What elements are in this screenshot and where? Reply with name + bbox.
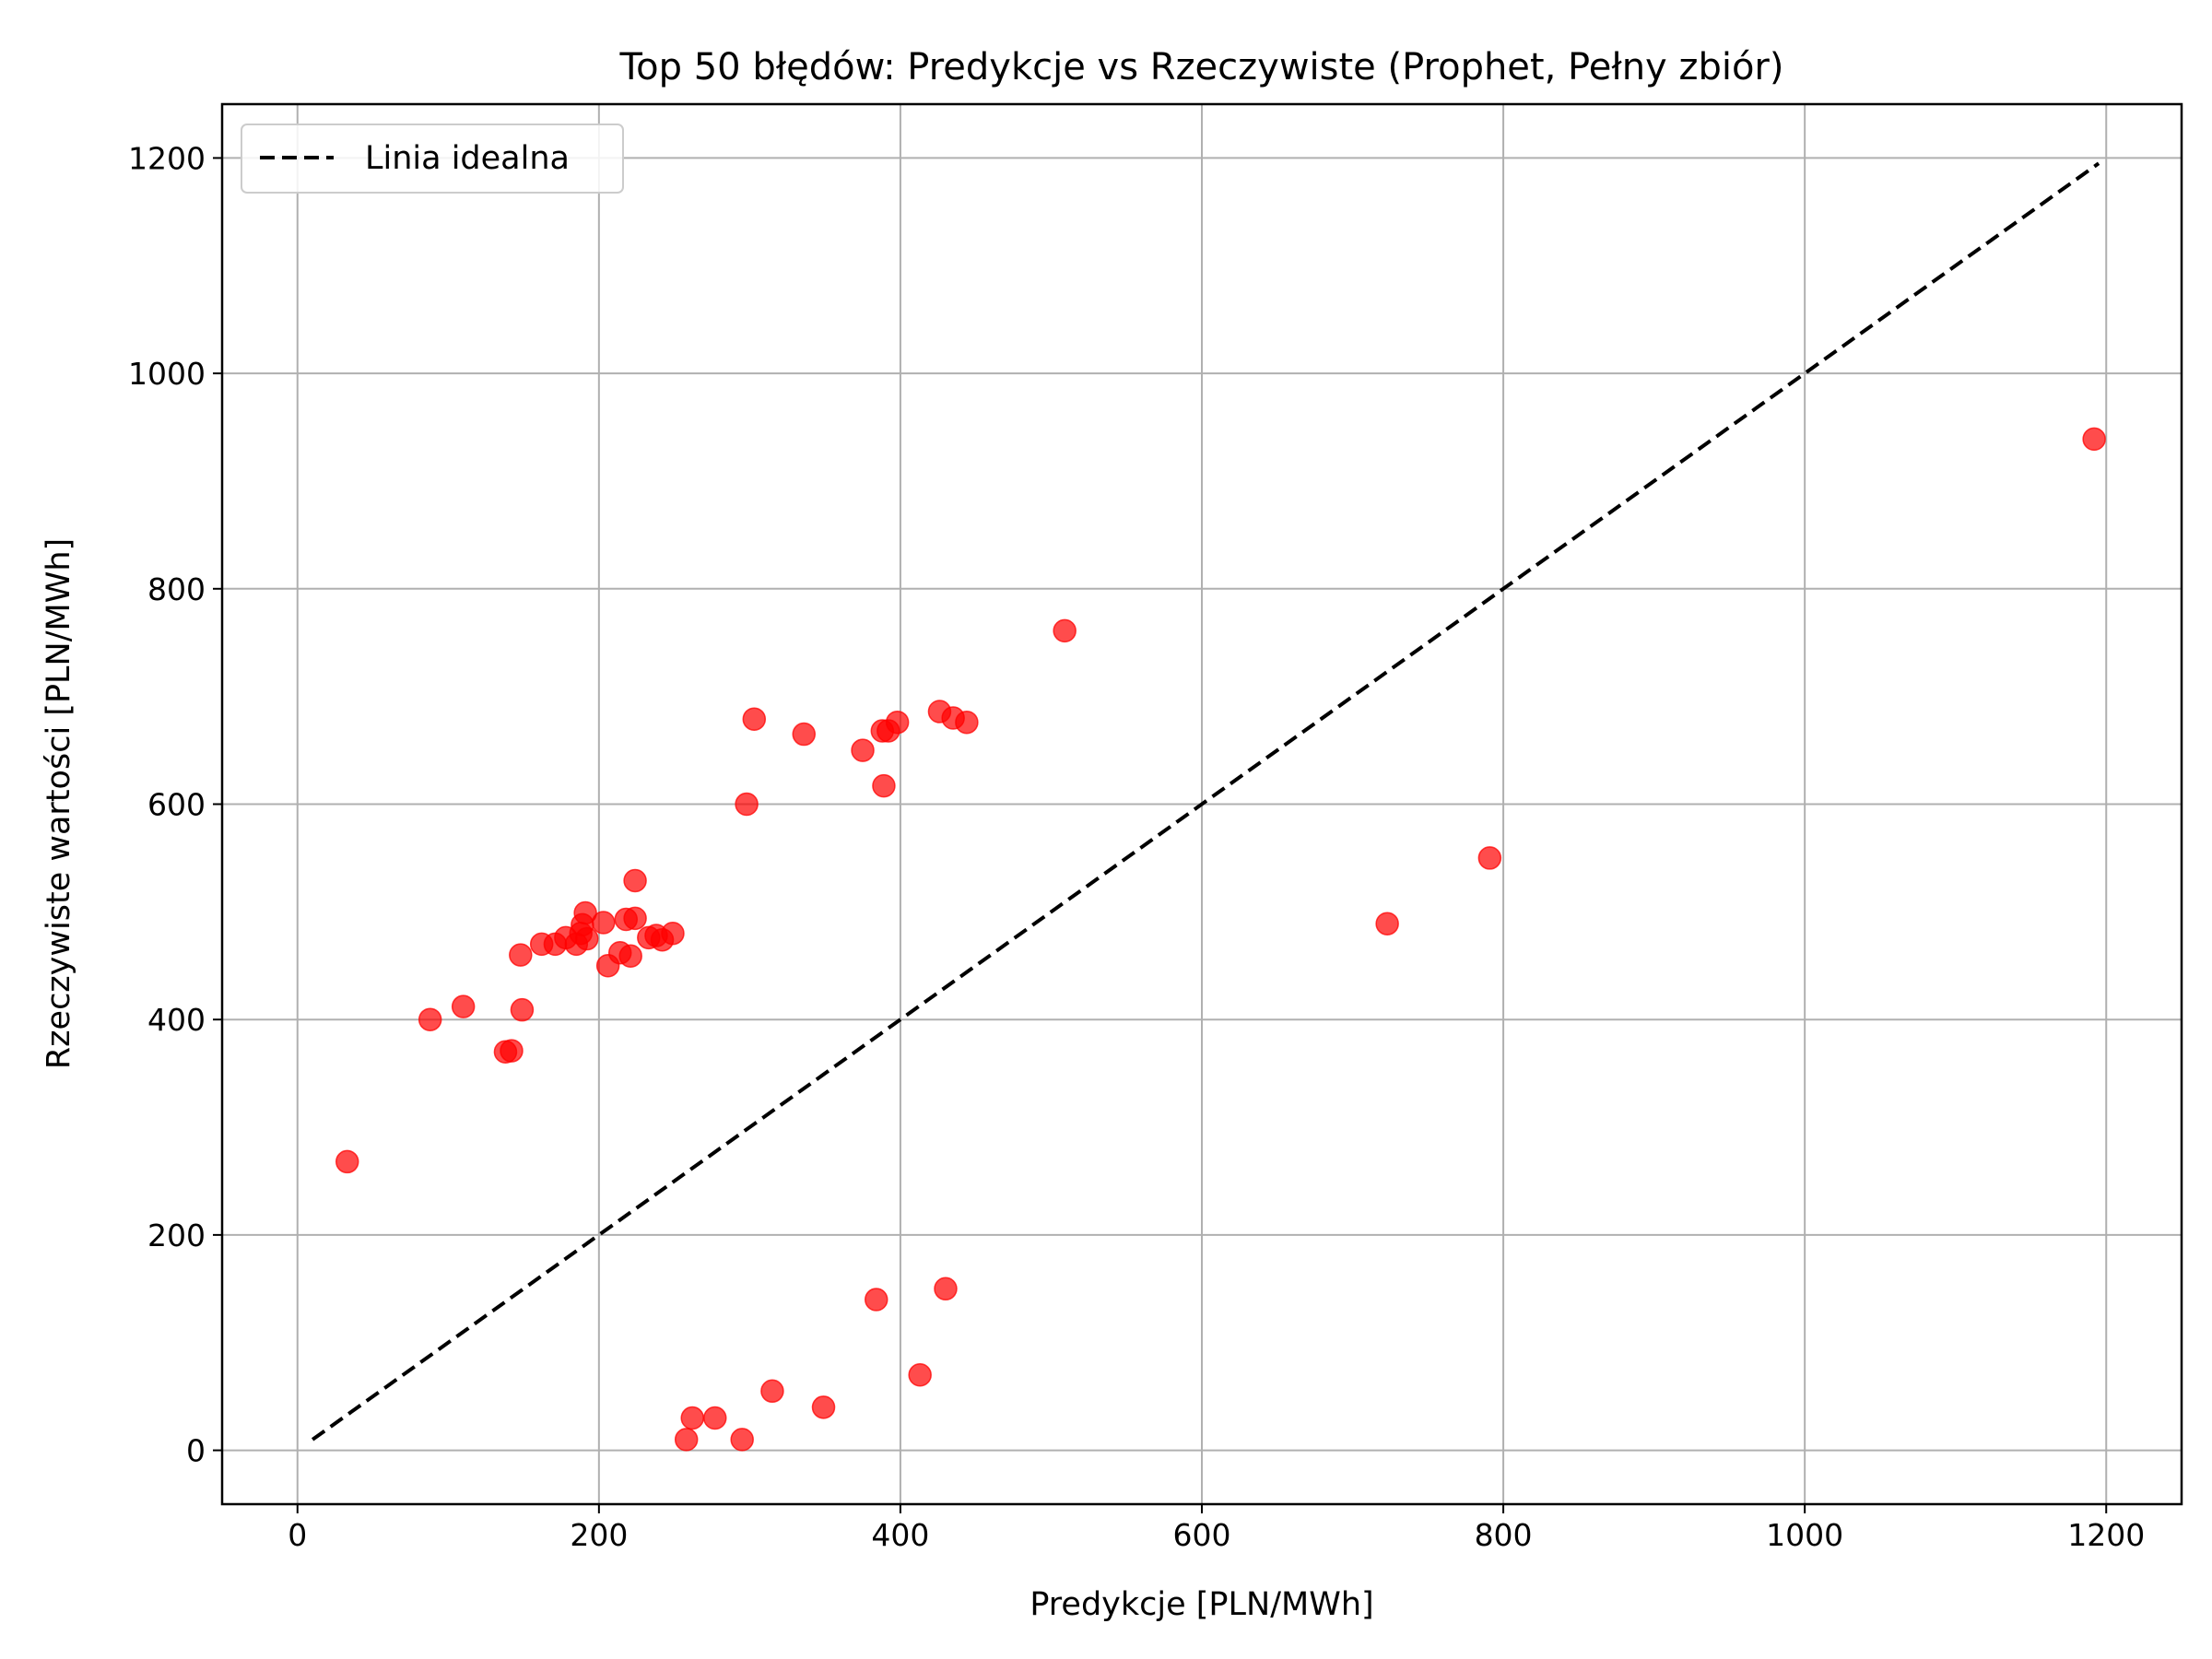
data-point xyxy=(573,900,597,925)
data-point xyxy=(703,1406,727,1430)
legend-ideal-line-label: Linia idealna xyxy=(365,140,570,177)
y-tick-label: 0 xyxy=(186,1433,206,1469)
data-point xyxy=(674,1428,699,1452)
data-point xyxy=(908,1363,932,1387)
plot-frame xyxy=(220,102,2183,1506)
data-point xyxy=(451,994,476,1018)
data-point xyxy=(510,997,535,1022)
x-axis-label: Predykcje [PLN/MWh] xyxy=(1030,1586,1373,1623)
data-point xyxy=(934,1277,958,1301)
data-point xyxy=(742,707,767,731)
data-point xyxy=(1375,912,1399,935)
y-tick-label: 600 xyxy=(147,787,206,823)
y-tick-label: 400 xyxy=(147,1002,206,1038)
x-axis-ticks: 0 200 400 600 800 1000 1200 xyxy=(288,1504,2145,1553)
y-tick-label: 1000 xyxy=(128,356,206,392)
y-tick-label: 1200 xyxy=(128,140,206,176)
x-tick-label: 800 xyxy=(1475,1517,1533,1553)
grid-lines xyxy=(222,104,2182,1504)
data-point xyxy=(575,926,599,951)
data-point xyxy=(760,1379,784,1404)
x-tick-label: 600 xyxy=(1173,1517,1231,1553)
data-point xyxy=(885,710,910,735)
y-tick-label: 800 xyxy=(147,571,206,607)
legend: Linia idealna xyxy=(241,124,624,194)
data-point xyxy=(418,1007,442,1031)
data-point xyxy=(1053,618,1077,643)
data-point xyxy=(735,792,759,817)
data-point xyxy=(955,710,979,735)
data-point xyxy=(623,868,647,893)
x-tick-label: 400 xyxy=(871,1517,929,1553)
data-point xyxy=(730,1428,754,1452)
data-point xyxy=(1477,846,1502,870)
data-point xyxy=(680,1406,704,1430)
x-tick-label: 200 xyxy=(570,1517,628,1553)
y-tick-label: 200 xyxy=(147,1218,206,1253)
data-point xyxy=(2082,427,2106,452)
data-point xyxy=(851,738,875,762)
ideal-line xyxy=(311,161,2100,1441)
x-tick-label: 0 xyxy=(288,1517,307,1553)
data-point xyxy=(811,1395,836,1419)
x-tick-label: 1000 xyxy=(1766,1517,1843,1553)
y-axis-label: Rzeczywiste wartości [PLN/MWh] xyxy=(41,538,77,1069)
data-point xyxy=(623,906,647,931)
x-tick-label: 1200 xyxy=(2067,1517,2145,1553)
data-point xyxy=(500,1039,524,1063)
data-point xyxy=(509,943,533,967)
chart-title: Top 50 błędów: Predykcje vs Rzeczywiste … xyxy=(619,46,1784,88)
data-points xyxy=(335,427,2106,1452)
legend-box xyxy=(241,124,624,194)
data-point xyxy=(792,722,817,747)
data-point xyxy=(865,1288,888,1312)
data-point xyxy=(661,921,685,946)
y-axis-ticks: 0 200 400 600 800 1000 1200 xyxy=(128,140,222,1469)
data-point xyxy=(335,1149,359,1174)
data-point xyxy=(872,773,896,798)
data-point xyxy=(592,911,616,935)
data-point xyxy=(618,944,642,969)
